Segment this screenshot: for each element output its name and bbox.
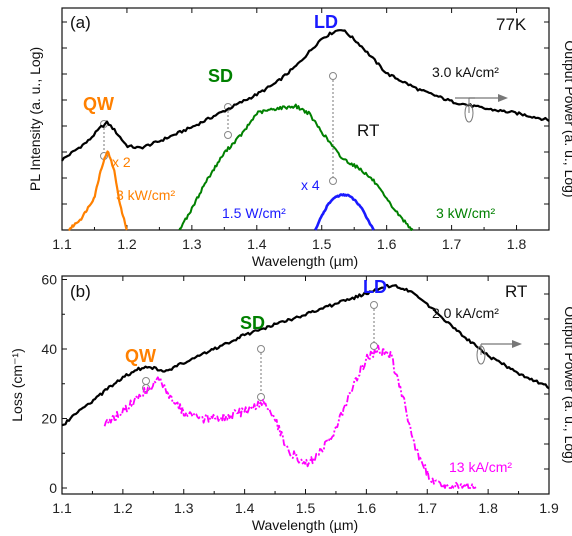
x-tick-label: 1.5 [312,236,332,252]
ld-marker-top-b [370,301,378,309]
panel-b-y-ticks: 0 20 40 60 [41,272,549,496]
series-line-3 [314,193,375,231]
panel-label-b: (b) [70,282,91,301]
output-axis-indicator-a [455,94,508,123]
sd-marker-bottom-b [257,393,265,401]
output-density-b: 2.0 kA/cm² [432,305,499,321]
sd-marker-bottom [224,131,232,139]
x-tick-label: 1.3 [174,500,194,516]
x-tick-label: 1.4 [247,236,267,252]
x-tick-label: 1.2 [117,236,137,252]
sd-marker-top-b [257,345,265,353]
panel-a-leaders [103,76,334,181]
qw-scale-label: x 2 [112,154,131,170]
panel-a-series [61,29,550,231]
arrow-head-icon [498,94,508,102]
ld-marker-bottom-b [370,342,378,350]
x-axis-title-b: Wavelength (µm) [252,517,358,533]
arrow-head-icon-b [512,340,522,348]
qw-density-label: 3 kW/cm² [116,187,175,203]
ld-label-a: LD [314,12,338,32]
x-tick-label: 1.7 [418,500,438,516]
panel-a-markers [100,72,337,185]
y-tick-label: 60 [41,272,57,288]
loss-density-label: 13 kA/cm² [449,459,512,475]
x-tick-label: 1.6 [377,236,397,252]
series-line-1 [68,150,128,231]
x-axis-title-a: Wavelength (µm) [252,253,358,269]
x-tick-label: 1.5 [296,500,316,516]
qw-label-b: QW [125,346,156,366]
x-tick-label: 1.8 [507,236,527,252]
y-tick-label: 20 [41,411,57,427]
series-line-10 [61,283,550,427]
ld-label-b: LD [363,277,387,297]
qw-marker-top-b [142,377,150,385]
y-axis-title-left-a: PL Intensity (a. u., Log) [27,47,43,191]
x-tick-label: 1.7 [442,236,462,252]
panel-b-x-ticks: 1.1 1.2 1.3 1.4 1.5 1.6 1.7 1.8 1.9 [52,276,559,516]
x-tick-label: 1.8 [478,500,498,516]
panel-a-x-ticks: 1.1 1.2 1.3 1.4 1.5 1.6 1.7 1.8 [52,8,526,252]
panel-a: 1.1 1.2 1.3 1.4 1.5 1.6 1.7 1.8 (a) 77K [27,7,572,269]
x-tick-label: 1.6 [357,500,377,516]
y-axis-title-right-b: Output Power (a. u., Log) [562,306,572,463]
output-axis-indicator-b [476,340,522,365]
sd-density-label: 3 kW/cm² [436,205,495,221]
ld-marker-bottom [329,177,337,185]
qw-label-a: QW [83,94,114,114]
output-density-a: 3.0 kA/cm² [432,64,499,80]
panel-label-a: (a) [70,13,91,32]
ld-marker-top [329,72,337,80]
panel-a-frame [61,7,550,231]
sd-label-a: SD [208,66,233,86]
x-tick-label: 1.1 [52,500,72,516]
rt-label-b: RT [505,282,527,301]
temp-label: 77K [496,15,527,34]
y-tick-label: 40 [41,341,57,357]
panel-b-markers [142,301,378,401]
x-tick-label: 1.2 [113,500,133,516]
ld-density-label: 1.5 W/cm² [222,205,286,221]
y-axis-title-right-a: Output Power (a. u., Log) [562,40,572,197]
y-tick-label: 0 [49,480,57,496]
rt-label-a: RT [357,121,379,140]
x-tick-label: 1.9 [539,500,559,516]
series-line-11 [103,344,477,489]
x-tick-label: 1.4 [235,500,255,516]
panel-a-y-ticks [62,21,549,205]
sd-label-b: SD [240,313,265,333]
x-tick-label: 1.3 [182,236,202,252]
series-line-2 [178,103,414,231]
series-line-0 [61,29,550,162]
y-axis-title-left-b: Loss (cm⁻¹) [9,348,25,422]
ld-scale-label: x 4 [301,177,320,193]
x-tick-label: 1.1 [52,236,72,252]
panel-b-series [61,283,550,489]
